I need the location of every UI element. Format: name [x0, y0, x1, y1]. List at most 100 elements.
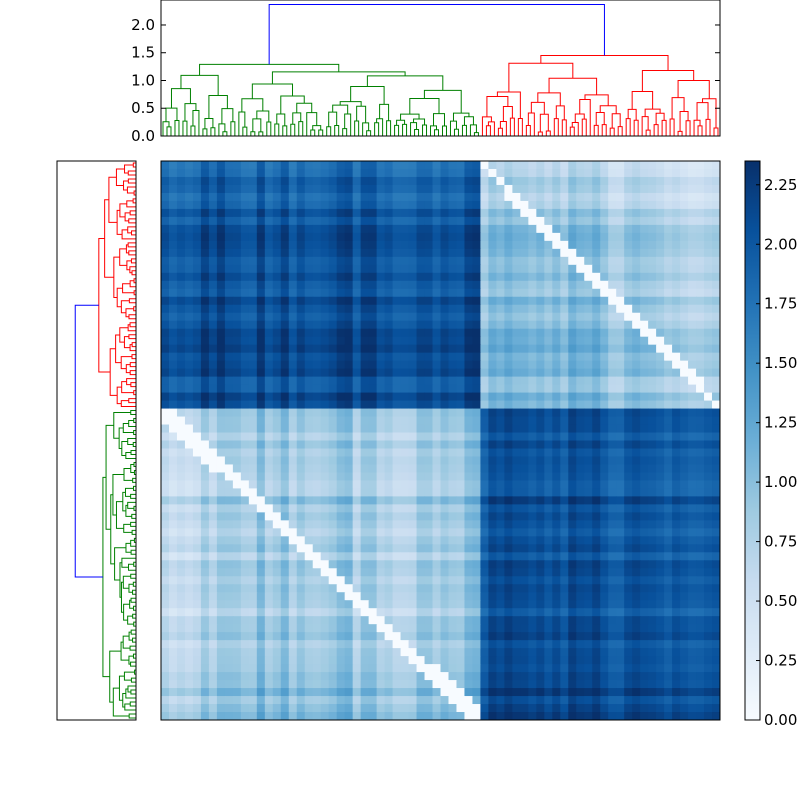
- heatmap-cell: [472, 384, 482, 394]
- heatmap-cell: [712, 208, 720, 218]
- heatmap-cell: [496, 192, 505, 202]
- heatmap-cell: [216, 584, 226, 593]
- heatmap-cell: [344, 240, 354, 250]
- green-cluster-link: [132, 485, 136, 491]
- heatmap-cell: [608, 352, 617, 362]
- heatmap-cell: [224, 161, 234, 170]
- heatmap-cell: [536, 488, 545, 497]
- heatmap-cell: [592, 384, 601, 394]
- heatmap-cell: [272, 672, 282, 681]
- heatmap-cell: [496, 552, 505, 561]
- heatmap-cell: [344, 216, 354, 226]
- heatmap-cell: [384, 680, 394, 689]
- heatmap-cell: [712, 232, 720, 242]
- heatmap-cell: [384, 552, 394, 561]
- heatmap-cell: [408, 264, 418, 274]
- heatmap-cell: [168, 208, 178, 218]
- heatmap-cell: [392, 296, 402, 306]
- heatmap-cell: [336, 368, 346, 378]
- heatmap-cell: [456, 448, 466, 458]
- heatmap-cell: [248, 256, 258, 266]
- heatmap-cell: [640, 408, 649, 418]
- heatmap-cell: [416, 280, 426, 290]
- heatmap-cell: [520, 488, 529, 497]
- green-cluster-link: [410, 122, 418, 136]
- heatmap-cell: [432, 616, 442, 625]
- heatmap-cell: [624, 384, 633, 394]
- heatmap-cell: [224, 376, 234, 386]
- green-cluster-link: [423, 89, 462, 114]
- heatmap-cell: [656, 528, 665, 537]
- heatmap-cell: [424, 416, 434, 426]
- heatmap-cell: [408, 656, 418, 665]
- heatmap-cell: [376, 584, 386, 593]
- heatmap-cell: [376, 192, 386, 202]
- heatmap-cell: [216, 512, 226, 521]
- heatmap-cell: [336, 392, 346, 402]
- top-dendrogram-links: [162, 3, 719, 136]
- heatmap-cell: [176, 496, 186, 505]
- heatmap-cell: [208, 232, 218, 242]
- heatmap-cell: [448, 544, 458, 553]
- heatmap-cell: [168, 608, 178, 617]
- heatmap-cell: [192, 472, 202, 482]
- heatmap-cell: [656, 368, 665, 378]
- heatmap-cell: [680, 432, 689, 442]
- heatmap-cell: [584, 408, 593, 418]
- heatmap-cell: [576, 632, 585, 641]
- heatmap-cell: [392, 232, 402, 242]
- heatmap-cell: [552, 576, 561, 585]
- heatmap-cell: [216, 616, 226, 625]
- heatmap-cell: [448, 552, 458, 561]
- heatmap-cell: [280, 640, 290, 649]
- heatmap-cell: [456, 416, 466, 426]
- heatmap-cell: [632, 552, 641, 561]
- heatmap-cell: [328, 336, 338, 346]
- heatmap-cell: [168, 360, 178, 370]
- heatmap-cell: [496, 536, 505, 545]
- green-cluster-link: [218, 123, 226, 136]
- heatmap-cell: [672, 408, 681, 418]
- red-cluster-link: [120, 356, 132, 370]
- heatmap-cell: [640, 552, 649, 561]
- heatmap-cell: [424, 184, 434, 194]
- heatmap-cell: [232, 680, 242, 689]
- heatmap-cell: [592, 624, 601, 633]
- heatmap-cell: [440, 216, 450, 226]
- heatmap-cell: [264, 520, 274, 529]
- heatmap-cell: [544, 432, 553, 442]
- heatmap-cell: [696, 440, 705, 450]
- heatmap-cell: [192, 632, 202, 641]
- heatmap-cell: [448, 504, 458, 513]
- heatmap-cell: [648, 496, 657, 505]
- heatmap-cell: [488, 584, 497, 593]
- heatmap-cell: [296, 161, 306, 170]
- red-cluster-link: [133, 190, 136, 196]
- heatmap-cell: [608, 520, 617, 529]
- heatmap-cell: [680, 376, 689, 386]
- heatmap-cell: [688, 616, 697, 625]
- heatmap-cell: [640, 336, 649, 346]
- heatmap-cell: [712, 544, 720, 553]
- heatmap-cell: [328, 192, 338, 202]
- heatmap-cell: [672, 232, 681, 242]
- heatmap-cell: [264, 456, 274, 466]
- green-cluster-link: [256, 110, 270, 122]
- heatmap-cell: [288, 584, 298, 593]
- heatmap-cell: [472, 336, 482, 346]
- heatmap-cell: [520, 616, 529, 625]
- heatmap-cell: [256, 400, 266, 410]
- heatmap-cell: [576, 384, 585, 394]
- heatmap-cell: [640, 688, 649, 697]
- heatmap-cell: [640, 192, 649, 202]
- heatmap-cell: [568, 328, 577, 338]
- heatmap-cell: [512, 320, 521, 330]
- green-cluster-link: [344, 113, 352, 136]
- heatmap-cell: [304, 264, 314, 274]
- heatmap-cell: [544, 264, 553, 274]
- heatmap-cell: [472, 248, 482, 258]
- heatmap-cell: [232, 384, 242, 394]
- heatmap-cell: [464, 256, 474, 266]
- heatmap-cell: [560, 552, 569, 561]
- heatmap-cell: [408, 504, 418, 513]
